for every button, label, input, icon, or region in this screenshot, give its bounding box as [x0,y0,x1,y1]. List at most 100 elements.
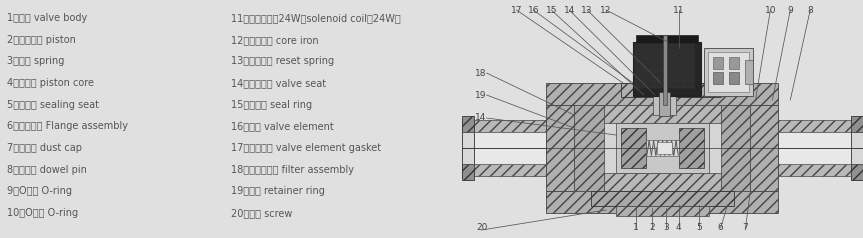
Text: 9．O形圈 O-ring: 9．O形圈 O-ring [7,186,72,196]
Text: 19: 19 [475,90,486,99]
Text: 15．密封环 seal ring: 15．密封环 seal ring [231,100,312,110]
Bar [684,80,694,88]
Bar [684,71,694,79]
Bar [778,120,863,132]
Bar [604,173,721,191]
Bar [633,42,701,96]
Bar [675,80,683,88]
Text: 12．芯铁部件 core iron: 12．芯铁部件 core iron [231,35,319,45]
Bar [645,53,654,61]
Bar [665,44,674,52]
Text: 3: 3 [663,223,669,232]
Bar [778,132,863,164]
Text: 11: 11 [673,6,684,15]
Bar [658,92,670,116]
Bar [655,71,664,79]
Bar [713,72,722,84]
Bar [645,71,654,79]
Bar [655,62,664,70]
Text: 6．法兰组件 Flange assembly: 6．法兰组件 Flange assembly [7,121,128,131]
Bar [621,128,646,168]
Text: 2．活塞部件 piston: 2．活塞部件 piston [7,35,76,45]
Text: 1: 1 [633,223,639,232]
Bar [645,62,654,70]
Text: 10: 10 [765,6,776,15]
Bar [684,53,694,61]
Text: 11．电磁线圈（24W）solenoid coil（24W）: 11．电磁线圈（24W）solenoid coil（24W） [231,13,401,23]
Text: 7．防尘帽 dust cap: 7．防尘帽 dust cap [7,143,82,153]
Text: 6: 6 [718,223,723,232]
Bar [675,44,683,52]
Bar [665,53,674,61]
Bar [621,83,721,97]
Bar [713,57,722,69]
Bar [462,120,546,132]
Text: 5: 5 [696,223,702,232]
Bar [663,35,667,105]
Text: 12: 12 [601,6,612,15]
Bar [591,191,734,206]
Bar [635,71,644,79]
Bar [655,44,664,52]
Text: 3．弹簧 spring: 3．弹簧 spring [7,56,64,66]
Bar [665,80,674,88]
Bar [684,62,694,70]
Text: 9: 9 [787,6,793,15]
Bar [546,83,778,105]
Bar [728,72,739,84]
Text: 14: 14 [475,114,486,123]
Bar [751,105,778,191]
Text: 13．复位弹簧 reset spring: 13．复位弹簧 reset spring [231,56,334,66]
Text: 17．阀芯垫片 valve element gasket: 17．阀芯垫片 valve element gasket [231,143,381,153]
Bar [635,53,644,61]
Bar [675,71,683,79]
Text: 4: 4 [676,223,682,232]
Bar [462,164,546,176]
Text: 10．O形圈 O-ring: 10．O形圈 O-ring [7,208,78,218]
Text: 18: 18 [475,69,486,78]
Text: 1．阀体 valve body: 1．阀体 valve body [7,13,87,23]
Text: 8: 8 [808,6,813,15]
Bar [665,62,674,70]
Bar [655,80,664,88]
Bar [635,62,644,70]
Text: 17: 17 [511,6,522,15]
Bar [721,105,751,191]
Bar [645,44,654,52]
Bar [635,80,644,88]
Text: 7: 7 [743,223,748,232]
Text: 20．螺钉 screw: 20．螺钉 screw [231,208,293,218]
Bar [604,105,721,123]
Bar [655,53,664,61]
Bar [778,164,863,176]
Bar [665,71,674,79]
Text: 16．阀芯 valve element: 16．阀芯 valve element [231,121,334,131]
Text: 5．密封座 sealing seat: 5．密封座 sealing seat [7,100,99,110]
Bar [851,116,863,180]
Bar [657,142,671,154]
Text: 14: 14 [564,6,575,15]
Bar [746,60,753,84]
Text: 16: 16 [527,6,539,15]
Bar [728,57,739,69]
Bar [462,132,474,164]
Bar [636,35,697,43]
Text: 20: 20 [476,223,488,232]
Text: 2: 2 [649,223,655,232]
Bar [684,44,694,52]
Bar [708,52,749,92]
Text: 18．过滤网组件 filter assembly: 18．过滤网组件 filter assembly [231,165,355,175]
Bar [635,44,644,52]
Bar [546,105,574,191]
Text: 4．活塞芯 piston core: 4．活塞芯 piston core [7,78,94,88]
Bar [851,132,863,164]
Bar [546,191,778,213]
Bar [574,105,604,191]
Bar [645,80,654,88]
Text: 19．挡圈 retainer ring: 19．挡圈 retainer ring [231,186,325,196]
Bar [646,140,679,156]
Bar [462,132,546,164]
Bar [616,206,709,216]
Bar [616,123,709,173]
Bar [675,62,683,70]
